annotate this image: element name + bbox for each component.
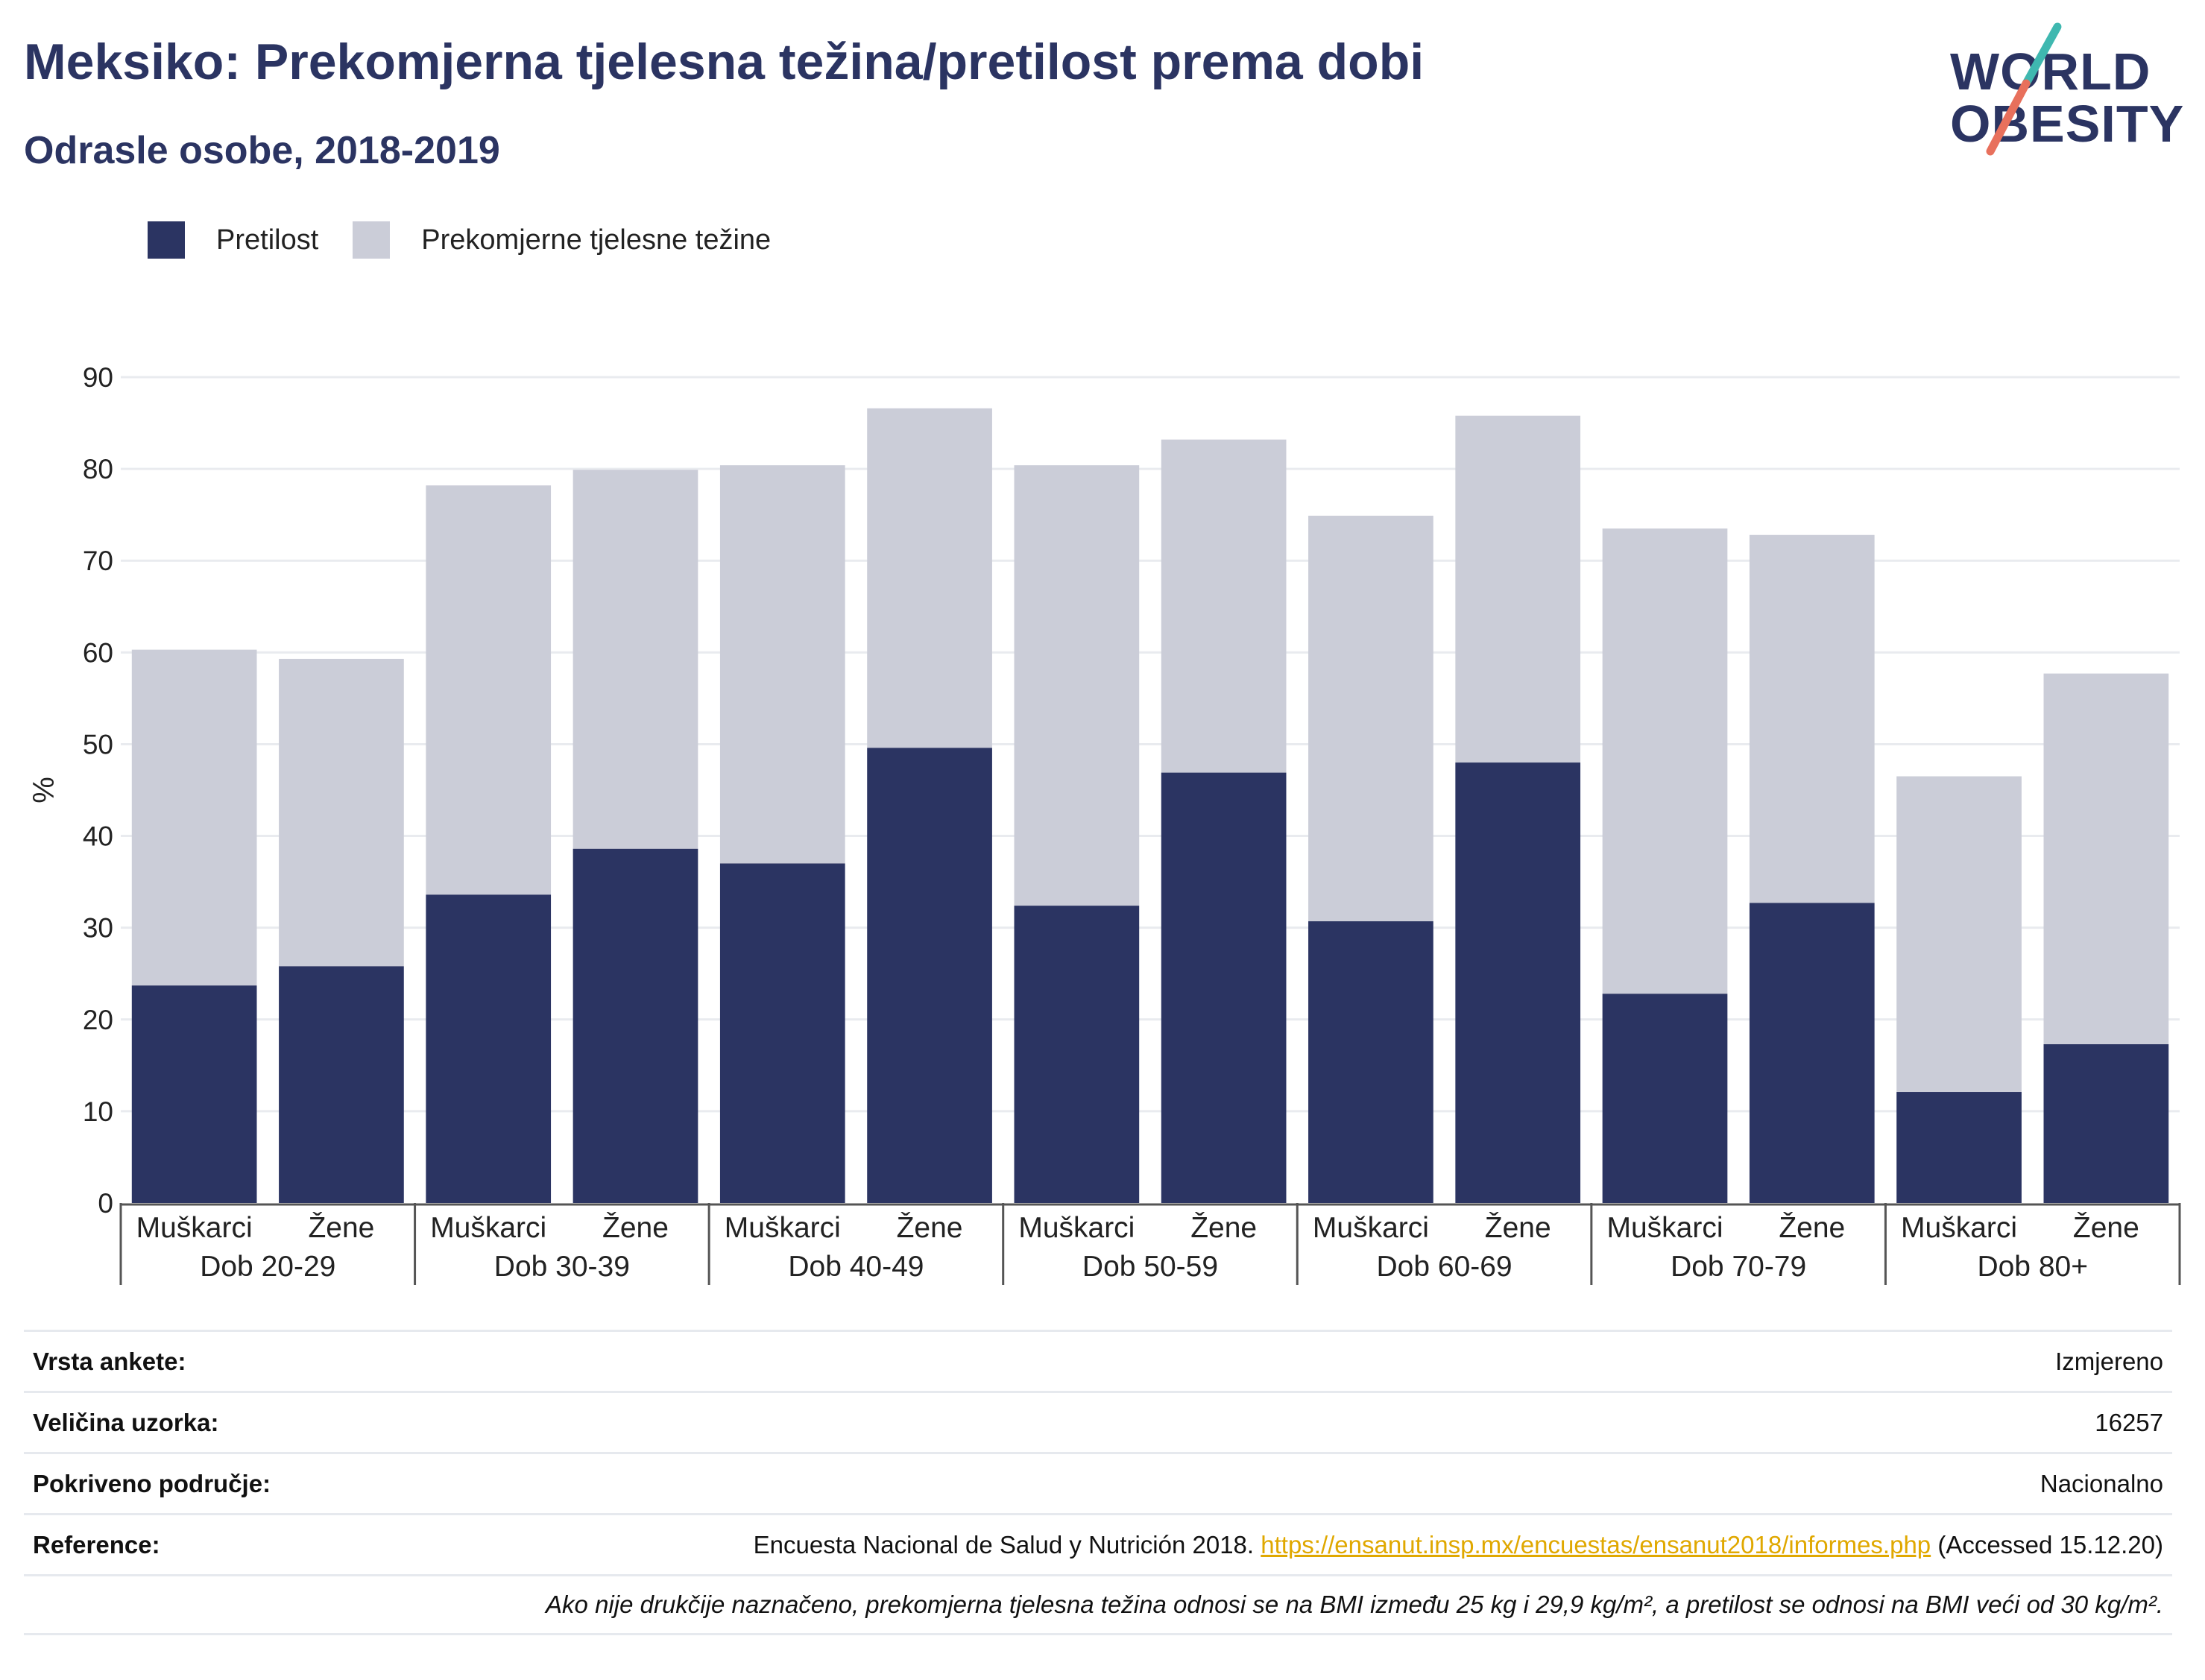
bar-overweight xyxy=(279,658,404,967)
bar-overweight xyxy=(1602,528,1728,994)
legend-label-overweight: Prekomjerne tjelesne težine xyxy=(421,224,772,256)
bar-overweight xyxy=(131,649,257,986)
x-tick-label-sex: Žene xyxy=(1779,1212,1845,1244)
bar-overweight xyxy=(719,465,845,864)
references-text: Encuesta Nacional de Salud y Nutrición 2… xyxy=(753,1530,1255,1559)
bar-obesity xyxy=(2043,1044,2169,1203)
bar-overweight xyxy=(1896,776,2022,1093)
y-tick-label: 60 xyxy=(83,637,113,668)
x-tick-label-sex: Žene xyxy=(1190,1212,1257,1244)
bar-overweight xyxy=(426,485,552,895)
logo-slash-icon xyxy=(1986,22,2062,156)
definition-note: Ako nije drukčije naznačeno, prekomjerna… xyxy=(546,1591,2163,1618)
info-row-note: Ako nije drukčije naznačeno, prekomjerna… xyxy=(24,1574,2172,1635)
legend-label-obesity: Pretilost xyxy=(216,224,319,256)
bar-obesity xyxy=(1602,994,1728,1203)
bar-obesity xyxy=(279,966,404,1203)
x-group-label: Dob 50-59 xyxy=(1082,1251,1218,1283)
x-tick-label-sex: Žene xyxy=(602,1212,669,1244)
bar-overweight xyxy=(867,408,992,748)
x-group-label: Dob 80+ xyxy=(1977,1251,2088,1283)
x-tick-label-sex: Muškarci xyxy=(1018,1212,1135,1244)
x-tick-label-sex: Žene xyxy=(2073,1212,2139,1244)
bar-obesity xyxy=(1455,762,1581,1203)
references-label: Reference: xyxy=(33,1530,160,1559)
sample-size-label: Veličina uzorka: xyxy=(33,1408,219,1436)
info-row-references: Reference: Encuesta Nacional de Salud y … xyxy=(24,1513,2172,1574)
y-tick-label: 0 xyxy=(98,1188,113,1219)
x-tick-label-sex: Muškarci xyxy=(1606,1212,1723,1244)
bar-obesity xyxy=(1896,1092,2022,1203)
y-tick-label: 40 xyxy=(83,821,113,852)
x-tick-label-sex: Žene xyxy=(897,1212,963,1244)
info-row-survey-type: Vrsta ankete: Izmjereno xyxy=(24,1330,2172,1391)
survey-info-table: Vrsta ankete: Izmjereno Veličina uzorka:… xyxy=(24,1330,2172,1635)
logo-line1: WORLD xyxy=(1950,42,2151,101)
x-tick-label-sex: Muškarci xyxy=(136,1212,253,1244)
y-tick-label: 10 xyxy=(83,1096,113,1127)
y-tick-label: 70 xyxy=(83,546,113,576)
references-value: Encuesta Nacional de Salud y Nutrición 2… xyxy=(754,1531,2163,1559)
y-axis-label: % xyxy=(28,777,60,803)
bar-overweight xyxy=(1749,534,1875,903)
x-group-label: Dob 30-39 xyxy=(494,1251,630,1283)
x-tick-label-sex: Žene xyxy=(1485,1212,1551,1244)
coverage-label: Pokriveno područje: xyxy=(33,1469,271,1497)
legend-item-overweight: Prekomjerne tjelesne težine xyxy=(353,221,771,259)
world-obesity-logo: WORLD OBESITY xyxy=(1938,21,2192,170)
x-group-label: Dob 40-49 xyxy=(788,1251,924,1283)
survey-type-label: Vrsta ankete: xyxy=(33,1347,186,1375)
logo-line2: OBESITY xyxy=(1950,95,2185,153)
info-row-sample-size: Veličina uzorka: 16257 xyxy=(24,1391,2172,1452)
x-group-label: Dob 70-79 xyxy=(1671,1251,1806,1283)
bar-obesity xyxy=(1308,921,1433,1203)
x-tick-label-sex: Žene xyxy=(308,1212,374,1244)
x-tick-label-sex: Muškarci xyxy=(725,1212,841,1244)
bar-obesity xyxy=(572,848,698,1203)
stacked-bar-chart: 0 10 20 30 40 50 60 70 80 90% Muškarci Žene Muškarci… xyxy=(28,362,2181,1285)
info-row-coverage: Pokriveno područje: Nacionalno xyxy=(24,1452,2172,1513)
x-tick-label-sex: Muškarci xyxy=(1313,1212,1429,1244)
bar-overweight xyxy=(572,470,698,849)
bar-overweight xyxy=(1161,439,1287,773)
bar-obesity xyxy=(131,985,257,1203)
y-tick-label: 50 xyxy=(83,729,113,760)
coverage-value: Nacionalno xyxy=(2040,1469,2163,1497)
legend-swatch-overweight xyxy=(353,221,391,259)
x-group-label: Dob 20-29 xyxy=(200,1251,335,1283)
references-link[interactable]: https://ensanut.insp.mx/encuestas/ensanu… xyxy=(1261,1530,1931,1559)
references-accessed: (Accessed 15.12.20) xyxy=(1937,1530,2163,1559)
bar-obesity xyxy=(1014,906,1140,1203)
x-tick-label-sex: Muškarci xyxy=(1901,1212,2017,1244)
bar-obesity xyxy=(867,748,992,1203)
legend-swatch-obesity xyxy=(148,221,185,259)
legend-item-obesity: Pretilost xyxy=(148,221,318,259)
bar-overweight xyxy=(1308,515,1433,922)
bar-obesity xyxy=(426,894,552,1203)
bar-overweight xyxy=(1014,465,1140,906)
bar-obesity xyxy=(1161,772,1287,1203)
y-tick-label: 20 xyxy=(83,1005,113,1035)
page-subtitle: Odrasle osobe, 2018-2019 xyxy=(24,129,500,172)
x-tick-label-sex: Muškarci xyxy=(430,1212,546,1244)
bar-overweight xyxy=(2043,673,2169,1045)
y-tick-label: 90 xyxy=(83,362,113,393)
survey-type-value: Izmjereno xyxy=(2055,1347,2163,1375)
y-tick-label: 80 xyxy=(83,454,113,484)
y-tick-label: 30 xyxy=(83,913,113,944)
sample-size-value: 16257 xyxy=(2095,1408,2163,1436)
x-group-label: Dob 60-69 xyxy=(1377,1251,1512,1283)
page-title: Meksiko: Prekomjerna tjelesna težina/pre… xyxy=(24,34,1425,90)
bar-obesity xyxy=(1749,903,1875,1203)
bar-obesity xyxy=(719,863,845,1203)
chart-legend: Pretilost Prekomjerne tjelesne težine xyxy=(148,219,805,261)
bar-overweight xyxy=(1455,415,1581,763)
